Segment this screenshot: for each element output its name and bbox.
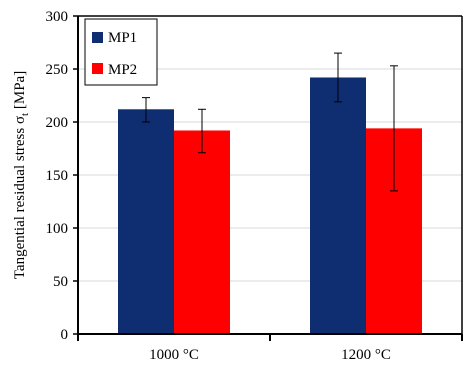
y-tick-label-0: 0 (61, 327, 69, 343)
error-bars (142, 52, 398, 192)
y-tick-label-300: 300 (46, 9, 69, 25)
y-tick-label-100: 100 (46, 221, 69, 237)
y-tick-labels: 0 50 100 150 200 250 300 (46, 9, 69, 343)
y-tick-label-200: 200 (46, 115, 69, 131)
legend-swatch-mp2 (92, 63, 103, 74)
bars (118, 77, 422, 334)
bar-mp2-0 (174, 130, 230, 334)
x-tick-labels: 1000 °C 1200 °C (149, 347, 391, 363)
y-axis-label-unit: [MPa] (12, 71, 28, 113)
y-axis-label-subscript: t (19, 113, 31, 116)
x-tick-label-0: 1000 °C (149, 347, 199, 363)
legend-label-mp1: MP1 (108, 30, 137, 46)
y-tick-label-50: 50 (53, 274, 68, 290)
x-tick-label-1: 1200 °C (341, 347, 391, 363)
bar-mp1-0 (118, 109, 174, 334)
legend-swatch-mp1 (92, 32, 103, 43)
axes (73, 15, 463, 341)
bar-mp1-1 (310, 77, 366, 334)
legend-label-mp2: MP2 (108, 62, 137, 78)
y-axis-label: Tangential residual stress σt [MPa] (12, 71, 31, 279)
legend: MP1 MP2 (84, 18, 158, 86)
y-tick-label-150: 150 (46, 168, 69, 184)
y-axis-label-main: Tangential residual stress σ (12, 116, 28, 279)
y-tick-label-250: 250 (46, 62, 69, 78)
